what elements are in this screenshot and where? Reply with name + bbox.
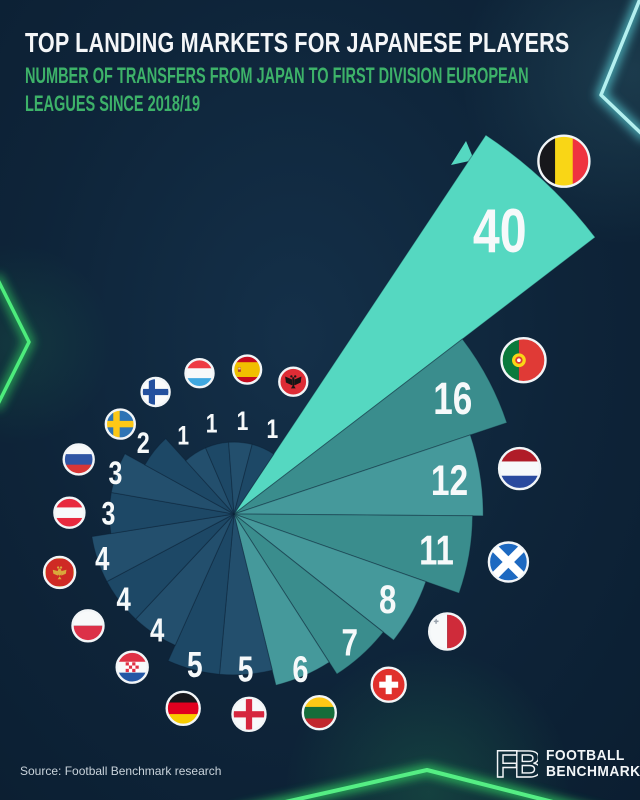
teal-triangle-accent [451,141,474,165]
wedge-poland [106,513,235,620]
wedge-russia [110,453,235,515]
value-label-luxembourg: 1 [206,409,218,439]
wedge-malta [233,513,427,641]
flag-sweden-icon [104,408,137,440]
flag-netherlands-icon [497,446,542,491]
flag-switzerland-icon [370,666,407,703]
value-label-portugal: 16 [433,373,472,424]
wedge-portugal [233,338,508,515]
neon-chevron-bottom-icon [271,764,566,800]
wedge-spain [228,441,253,515]
page-subtitle-line1: NUMBER OF TRANSFERS FROM JAPAN TO FIRST … [25,63,529,88]
value-label-albania: 1 [267,415,279,445]
neon-chevron-left-icon [0,273,35,411]
flag-finland-icon [140,376,171,408]
value-label-montenegro: 4 [95,541,110,578]
flag-luxembourg-icon [184,358,215,389]
wedge-netherlands [233,434,484,517]
value-label-russia: 3 [109,456,123,492]
page-title: TOP LANDING MARKETS FOR JAPANESE PLAYERS [25,27,570,58]
page-subtitle-line2: LEAGUES SINCE 2018/19 [25,91,201,116]
value-label-england: 5 [238,649,254,689]
wedge-scotland [233,513,474,594]
value-label-sweden: 2 [137,426,150,459]
flag-malta-icon [428,612,467,651]
page-subtitle: NUMBER OF TRANSFERS FROM JAPAN TO FIRST … [25,62,529,118]
value-label-poland: 4 [117,581,132,618]
value-label-austria: 3 [101,497,115,533]
flag-montenegro-icon [42,555,77,590]
flag-croatia-icon [115,650,149,684]
wedge-germany [167,513,235,675]
flag-belgium-icon [537,134,591,188]
value-label-malta: 8 [379,577,396,622]
wedge-sweden [144,437,235,515]
wedge-belgium [233,134,596,515]
value-label-switzerland: 7 [341,622,357,664]
flag-scotland-icon [487,541,530,583]
wedge-austria [108,491,235,535]
flag-portugal-icon [500,337,547,384]
value-label-netherlands: 12 [431,457,468,505]
flag-lithuania-icon [301,695,337,731]
flag-russia-icon [62,443,95,476]
value-label-belgium: 40 [473,196,527,265]
value-label-spain: 1 [237,407,249,437]
wedge-montenegro [91,513,235,583]
header: TOP LANDING MARKETS FOR JAPANESE PLAYERS… [25,28,640,118]
value-label-finland: 1 [177,421,189,451]
flag-spain-icon [231,354,263,385]
wedge-switzerland [233,513,385,675]
wedge-croatia [134,513,235,646]
wedge-luxembourg [204,441,235,515]
flag-albania-icon [278,366,309,397]
flag-england-icon [231,696,267,732]
flag-germany-icon [165,690,201,726]
value-label-scotland: 11 [419,527,454,574]
flag-poland-icon [71,609,105,643]
value-label-croatia: 4 [150,613,165,650]
wedge-albania [233,443,275,515]
value-label-lithuania: 6 [292,650,308,691]
neon-chevron-top-right-icon [595,0,640,139]
value-label-germany: 5 [187,644,203,684]
wedge-lithuania [233,513,330,686]
wedge-finland [184,447,235,515]
wedge-england [218,513,273,676]
flag-austria-icon [53,496,86,529]
